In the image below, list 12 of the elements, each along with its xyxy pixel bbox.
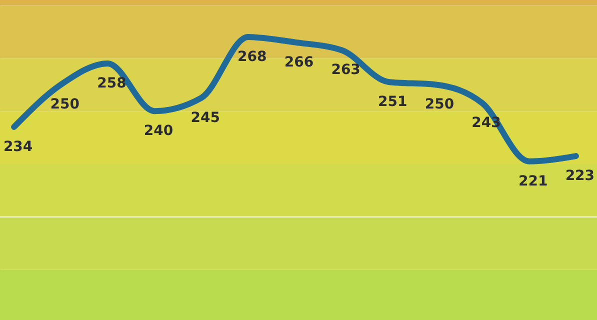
data-label: 245 [190, 110, 220, 126]
data-label: 258 [97, 75, 126, 92]
data-label: 240 [144, 123, 174, 140]
data-label: 250 [50, 96, 80, 113]
data-label: 251 [378, 94, 408, 110]
data-label: 266 [284, 54, 314, 70]
data-label: 250 [424, 96, 454, 113]
data-label: 268 [238, 49, 267, 66]
data-label: 263 [331, 62, 360, 78]
data-label: 221 [518, 173, 548, 190]
data-label: 234 [3, 138, 33, 155]
data-label: 223 [565, 168, 595, 184]
